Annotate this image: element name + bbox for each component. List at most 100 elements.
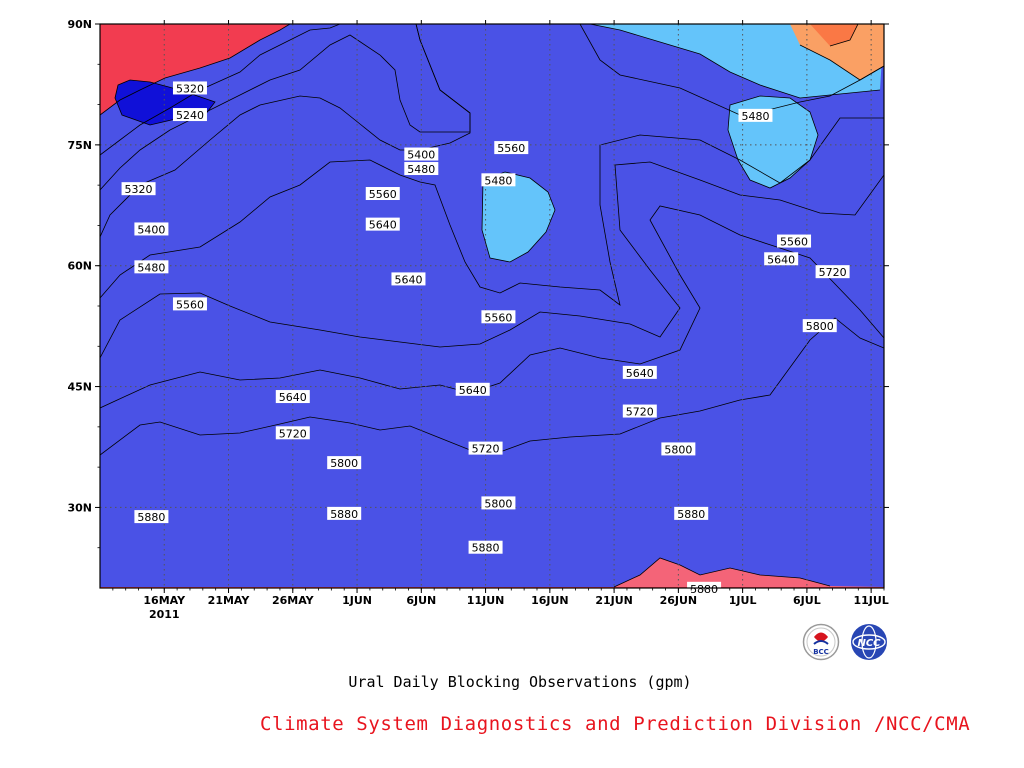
contour-label: 5800 [802,319,837,333]
contour-5640 [100,117,884,306]
svg-text:5720: 5720 [472,443,500,456]
contour-label: 5320 [121,182,156,196]
contour-label: 5240 [172,108,207,122]
contour-label: 5880 [468,540,503,555]
x-tick-label: 1JUN [342,594,372,607]
x-tick-label: 6JUL [793,594,821,607]
contour-label: 5400 [134,222,169,236]
svg-text:5640: 5640 [767,253,795,266]
contour-label: 5880 [327,506,362,521]
x-tick-label: 11JUN [467,594,505,607]
contour-label: 5720 [468,441,503,456]
contour-5640-top-right [790,24,884,81]
x-tick-label: 26MAY [272,594,315,607]
contour-label: 5880 [674,506,709,521]
svg-text:5800: 5800 [664,443,692,456]
y-axis: 90N 75N 60N 45N 30N [67,18,889,549]
svg-text:5400: 5400 [407,149,435,162]
contour-label: 5640 [365,217,400,232]
band-5720-top-right [790,24,884,80]
bcc-logo-text: BCC [813,648,829,656]
x-tick-label: 16JUN [531,594,569,607]
svg-text:5480: 5480 [741,110,769,123]
contour-label: 5560 [481,310,516,324]
svg-text:5880: 5880 [137,511,165,524]
contour-label: 5640 [622,365,657,380]
y-tick-label: 45N [67,381,92,394]
contour-5480-jul [727,95,819,189]
svg-text:5560: 5560 [484,311,512,324]
svg-text:5320: 5320 [176,82,204,95]
contour-5880-bottom [613,557,831,588]
contour-label: 5640 [455,382,490,397]
y-tick-label: 30N [67,501,92,514]
contour-label: 5480 [481,173,516,187]
logos: BCC NCC [802,622,894,662]
contour-label: 5480 [404,162,439,176]
svg-text:5480: 5480 [484,174,512,187]
x-axis: 16MAY 21MAY 26MAY 1JUN 6JUN 11JUN 16JUN 21JUN 26… [112,20,889,621]
contour-label: 5560 [172,297,207,311]
band-5480-island [482,172,555,262]
contour-label: 5480 [134,260,169,274]
contour-label: 5880 [134,510,169,524]
contour-5800 [100,205,884,409]
ncc-logo: NCC [851,624,887,660]
chart-caption: Ural Daily Blocking Observations (gpm) [348,673,692,691]
svg-text:5560: 5560 [780,236,808,249]
contour-5720-top-right [810,24,859,47]
contour-5320 [100,24,884,116]
svg-text:5240: 5240 [176,109,204,122]
svg-text:5800: 5800 [484,497,512,510]
x-tick-label: 21MAY [208,594,251,607]
contour-label: 5480 [738,108,773,123]
band-5800-top-right [810,24,858,46]
contour-label: 5640 [764,252,799,266]
contour-label: 5400 [404,147,439,162]
contour-label: 5320 [172,81,207,95]
svg-text:5880: 5880 [472,542,500,555]
contour-labels: 5320524053205400548055605640572058005880… [121,81,850,596]
contour-label: 5720 [622,404,657,419]
svg-text:5880: 5880 [677,508,705,521]
svg-text:5640: 5640 [279,391,307,404]
svg-text:5480: 5480 [407,163,435,176]
contour-label: 5720 [815,265,850,279]
svg-text:5400: 5400 [137,223,165,236]
svg-text:5880: 5880 [330,508,358,521]
x-year-label: 2011 [149,608,180,621]
svg-text:5560: 5560 [497,142,525,155]
contour-label: 5800 [481,496,516,510]
contour-5480-jun [589,24,881,99]
contour-label: 5560 [777,234,812,249]
contour-5480-island [481,171,556,263]
svg-text:5320: 5320 [125,183,153,196]
contour-5720 [100,161,884,359]
y-tick-label: 90N [67,18,92,31]
contour-label: 5560 [494,141,529,155]
bcc-logo: BCC [802,623,840,661]
x-tick-label: 16MAY [143,594,186,607]
contour-label: 5800 [327,456,362,470]
y-tick-label: 60N [67,260,92,273]
svg-text:5640: 5640 [394,273,422,286]
ncc-logo-text: NCC [857,638,881,649]
svg-text:5800: 5800 [806,320,834,333]
contour-5480 [100,24,884,191]
x-tick-label: 21JUN [595,594,633,607]
x-tick-label: 1JUL [729,594,757,607]
svg-text:5800: 5800 [330,457,358,470]
svg-text:5640: 5640 [626,367,654,380]
svg-text:5640: 5640 [369,219,397,232]
y-tick-label: 75N [67,139,92,152]
credit-line: Climate System Diagnostics and Predictio… [260,713,971,735]
svg-text:5480: 5480 [137,261,165,274]
contour-label: 5800 [661,442,696,456]
x-tick-label: 26JUN [660,594,698,607]
x-tick-label: 6JUN [406,594,436,607]
contour-label: 5640 [391,272,426,286]
contour-label: 5640 [275,390,310,404]
svg-text:5560: 5560 [369,188,397,201]
svg-text:5560: 5560 [176,298,204,311]
